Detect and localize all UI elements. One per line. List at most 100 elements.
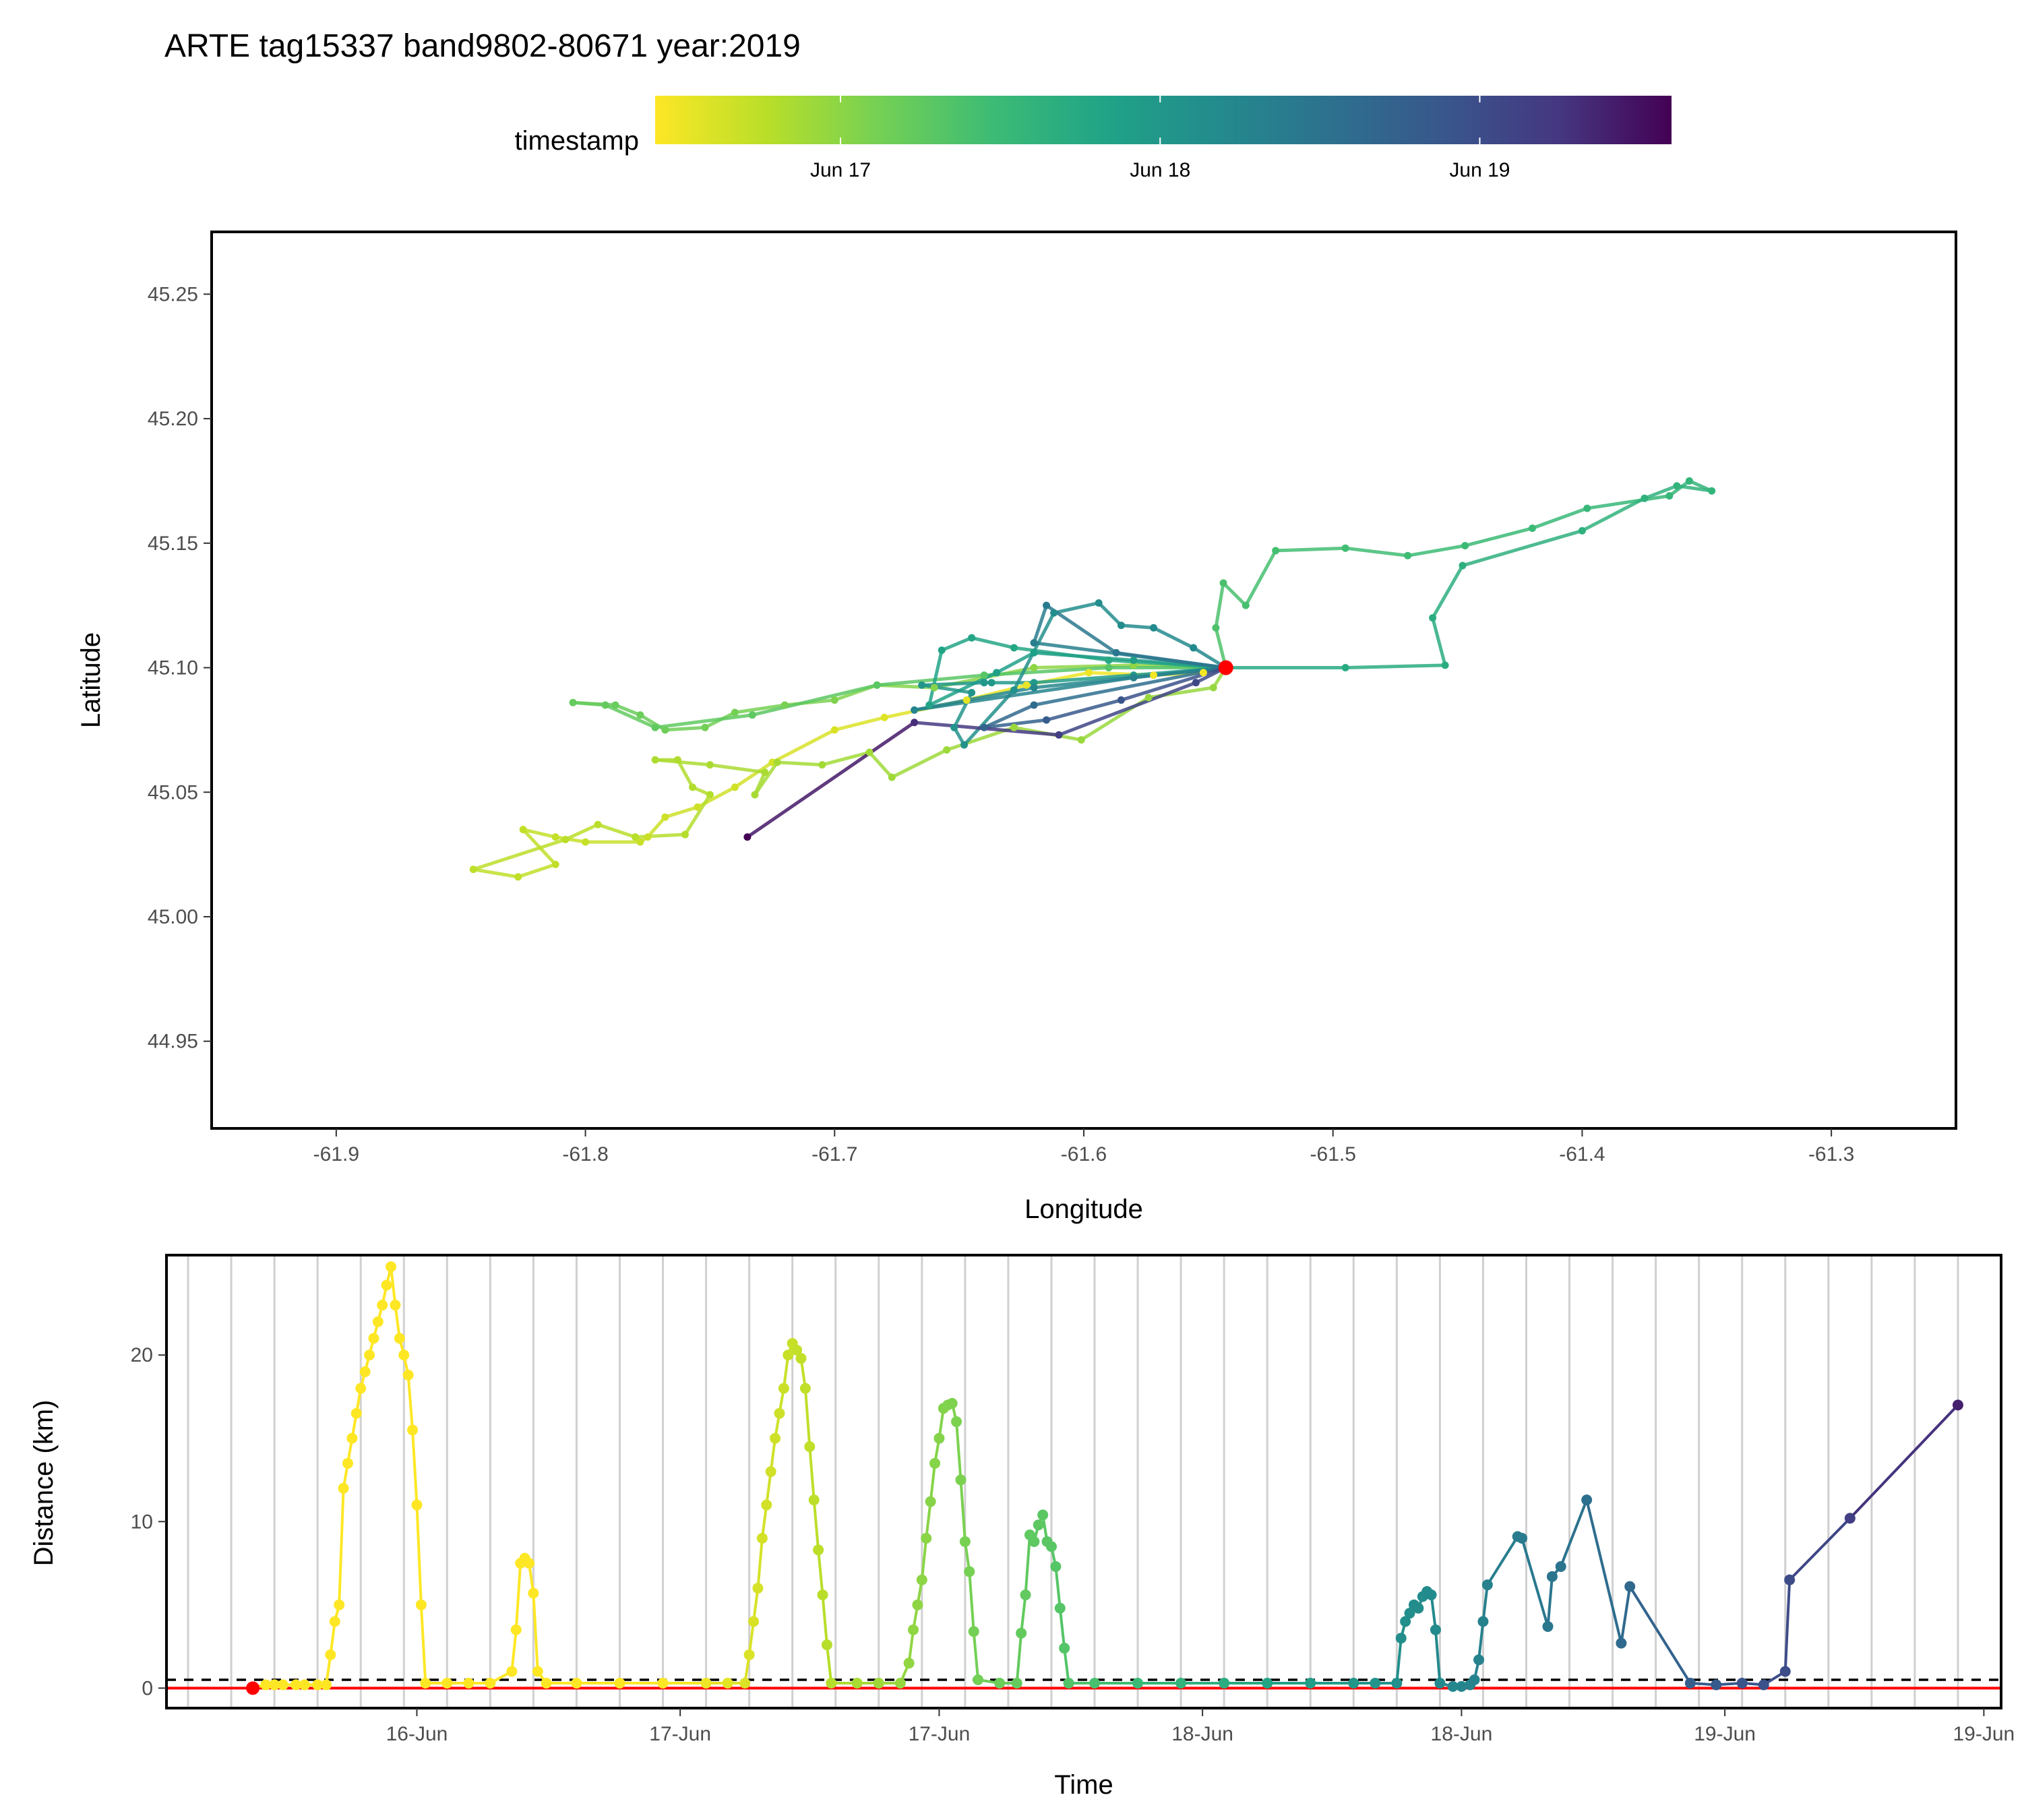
track-point: [980, 723, 988, 731]
distance-point: [1029, 1536, 1040, 1547]
track-point: [1272, 547, 1280, 555]
distance-point: [994, 1677, 1006, 1689]
track-segment: [1406, 544, 1467, 557]
track-point: [1010, 644, 1018, 652]
distance-segment: [756, 1537, 764, 1590]
track-segment: [1057, 681, 1198, 737]
track-point: [1117, 696, 1125, 704]
track-segment: [571, 700, 607, 707]
track-point: [880, 713, 888, 721]
distance-point: [312, 1679, 324, 1691]
distance-segment: [959, 1478, 967, 1543]
track-point: [632, 833, 640, 841]
distance-point: [1481, 1579, 1493, 1591]
distance-point: [290, 1679, 302, 1691]
distance-segment: [925, 1500, 932, 1540]
distance-point: [813, 1544, 824, 1556]
time-tick-label: 19-Jun: [1694, 1723, 1756, 1745]
distance-point: [441, 1677, 453, 1689]
track-segment: [1530, 506, 1589, 530]
distance-point: [372, 1316, 384, 1327]
track-segment: [1675, 484, 1714, 493]
track-segment: [1119, 624, 1156, 630]
track-point: [1461, 542, 1469, 549]
distance-point: [959, 1536, 971, 1547]
track-segment: [927, 648, 944, 707]
map-x-tick-label: -61.4: [1559, 1143, 1605, 1165]
map-x-tick-label: -61.8: [562, 1143, 608, 1165]
track-point: [651, 756, 659, 764]
distance-segment: [825, 1643, 833, 1685]
map-y-tick-label: 45.00: [148, 906, 198, 928]
track-point: [1190, 644, 1198, 652]
track-segment: [663, 805, 700, 819]
track-point: [980, 679, 988, 687]
distance-point: [783, 1349, 794, 1361]
track-point: [830, 726, 838, 734]
distance-point: [571, 1677, 582, 1689]
distance-point: [510, 1624, 522, 1635]
distance-point: [1395, 1633, 1407, 1644]
distance-point: [1037, 1509, 1049, 1521]
distance-panel: 16-Jun 17-Jun 17-Jun 18-Jun 18-Jun 19-Jun 19-J…: [29, 1254, 2015, 1800]
distance-point: [1370, 1677, 1381, 1689]
distance-segment: [1063, 1647, 1070, 1685]
track-point: [1130, 673, 1138, 681]
track-point: [1022, 681, 1031, 689]
track-point: [773, 758, 781, 766]
distance-point: [359, 1366, 371, 1377]
distance-segment: [1628, 1585, 1692, 1685]
distance-segment: [1430, 1594, 1437, 1631]
track-segment: [1045, 698, 1123, 722]
track-point: [1583, 504, 1591, 512]
track-point: [1429, 614, 1437, 622]
track-point: [701, 723, 709, 731]
distance-point: [1758, 1679, 1769, 1691]
track-point: [1528, 524, 1536, 533]
distance-point: [955, 1474, 967, 1486]
distance-point: [1581, 1494, 1593, 1506]
track-point: [962, 696, 971, 704]
distance-point: [485, 1677, 496, 1689]
distance-point: [329, 1616, 340, 1627]
track-point: [865, 748, 874, 756]
track-segment: [890, 748, 949, 779]
track-segment: [982, 703, 1036, 729]
distance-point: [1016, 1627, 1027, 1639]
track-segment: [745, 721, 917, 839]
distance-point: [1555, 1561, 1566, 1572]
distance-segment: [817, 1548, 824, 1596]
distance-segment: [1054, 1565, 1062, 1610]
distance-point: [795, 1353, 807, 1364]
track-point: [1404, 551, 1412, 559]
distance-point: [541, 1677, 552, 1689]
track-point: [1341, 544, 1349, 552]
distance-point: [1400, 1616, 1411, 1627]
map-x-tick-label: -61.6: [1061, 1143, 1107, 1165]
colorbar: [655, 96, 1672, 144]
distance-point: [1469, 1674, 1480, 1685]
track-segment: [1152, 626, 1196, 650]
distance-point: [951, 1416, 962, 1428]
distance-point: [808, 1494, 820, 1506]
track-point: [873, 681, 881, 689]
chart-title: ARTE tag15337 band9802-80671 year:2019: [164, 28, 801, 64]
distance-segment: [406, 1373, 415, 1432]
track-segment: [970, 636, 1016, 650]
map-y-tick-label: 45.25: [148, 283, 198, 305]
distance-point: [1784, 1574, 1796, 1585]
distance-point: [1616, 1637, 1627, 1649]
distance-point: [912, 1599, 923, 1610]
track-segment: [553, 835, 588, 844]
distance-segment: [338, 1486, 345, 1606]
distance-point: [532, 1666, 543, 1677]
track-point: [1030, 701, 1038, 709]
distance-point: [1456, 1680, 1467, 1692]
track-point: [636, 838, 644, 846]
distance-point: [1219, 1677, 1230, 1689]
distance-point: [752, 1583, 764, 1594]
distance-tick-label: 0: [142, 1677, 153, 1699]
colorbar-tick-label: Jun 18: [1130, 159, 1190, 181]
distance-point: [1542, 1620, 1554, 1632]
colorbar-tick-label: Jun 17: [810, 159, 871, 181]
